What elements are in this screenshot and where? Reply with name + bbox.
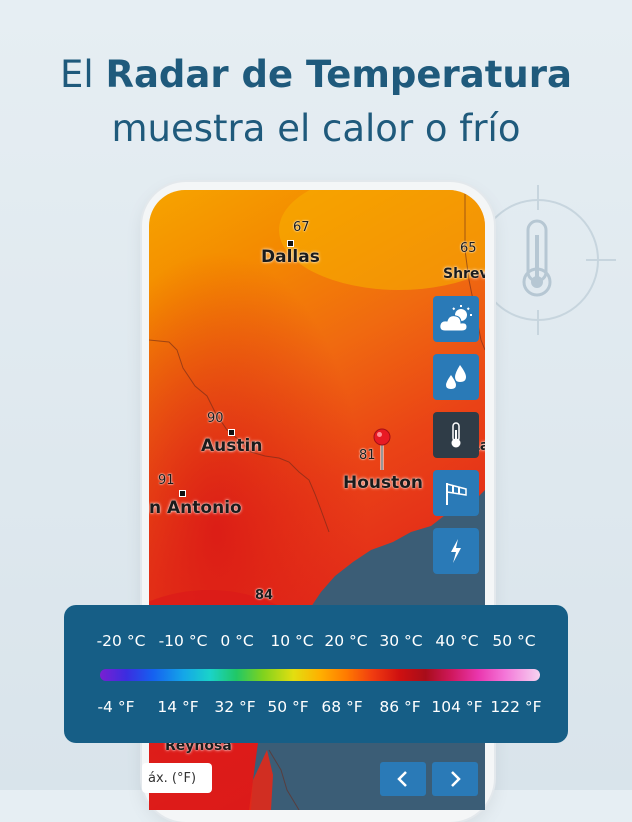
chevron-right-icon (451, 771, 461, 787)
temperature-legend: -20 °C -10 °C 0 °C 10 °C 20 °C 30 °C 40 … (64, 605, 568, 743)
legend-celsius-label: -10 °C (158, 632, 208, 650)
city-dot-san-antonio (179, 490, 186, 497)
next-button[interactable] (432, 762, 478, 796)
headline: El Radar de Temperatura muestra el calor… (0, 48, 632, 156)
city-dallas: Dallas (261, 247, 320, 267)
legend-celsius-label: 30 °C (379, 632, 423, 650)
legend-fahrenheit-label: 104 °F (431, 698, 483, 716)
layer-precipitation-button[interactable] (433, 354, 479, 400)
temp-dallas: 67 (293, 220, 310, 235)
city-san-antonio: n Antonio (149, 498, 242, 518)
lightning-icon (451, 539, 461, 563)
layer-wind-button[interactable] (433, 470, 479, 516)
legend-fahrenheit-label: 68 °F (321, 698, 363, 716)
legend-celsius-label: 0 °C (220, 632, 254, 650)
previous-button[interactable] (380, 762, 426, 796)
thermometer-compass-icon (486, 185, 616, 335)
headline-prefix: El (60, 53, 106, 96)
layer-temperature-button[interactable] (433, 412, 479, 458)
legend-fahrenheit-label: -4 °F (97, 698, 135, 716)
legend-fahrenheit-label: 32 °F (214, 698, 256, 716)
city-austin: Austin (201, 436, 263, 456)
legend-celsius-label: 10 °C (270, 632, 314, 650)
legend-celsius-label: 20 °C (324, 632, 368, 650)
headline-line-2: muestra el calor o frío (111, 107, 521, 150)
temp-shreveport: 65 (460, 241, 477, 256)
headline-bold: Radar de Temperatura (105, 53, 572, 96)
legend-fahrenheit-label: 86 °F (379, 698, 421, 716)
layer-clouds-button[interactable] (433, 296, 479, 342)
headline-line-1: El Radar de Temperatura (0, 48, 632, 102)
thermometer-icon (451, 422, 461, 448)
legend-celsius-label: -20 °C (96, 632, 146, 650)
city-shreveport: Shrev (443, 266, 485, 282)
temp-austin: 90 (207, 411, 224, 426)
temp-san-antonio: 91 (158, 473, 175, 488)
legend-celsius-label: 40 °C (435, 632, 479, 650)
city-dot-dallas (287, 240, 294, 247)
legend-celsius-label: 50 °C (492, 632, 536, 650)
city-houston: Houston (343, 473, 424, 493)
drops-icon (446, 365, 466, 389)
location-pin-icon[interactable] (373, 428, 391, 472)
windsock-icon (446, 483, 467, 505)
temperature-color-scale (100, 669, 540, 681)
city-dot-austin (228, 429, 235, 436)
temp-coast: 84 (255, 588, 274, 603)
layer-lightning-button[interactable] (433, 528, 479, 574)
legend-fahrenheit-label: 50 °F (267, 698, 309, 716)
cloud-sun-icon (439, 305, 472, 332)
legend-fahrenheit-label: 122 °F (490, 698, 542, 716)
legend-fahrenheit-label: 14 °F (157, 698, 199, 716)
max-temp-unit-label[interactable]: áx. (°F) (142, 763, 212, 793)
temp-houston: 81 (359, 448, 376, 463)
chevron-left-icon (397, 771, 407, 787)
